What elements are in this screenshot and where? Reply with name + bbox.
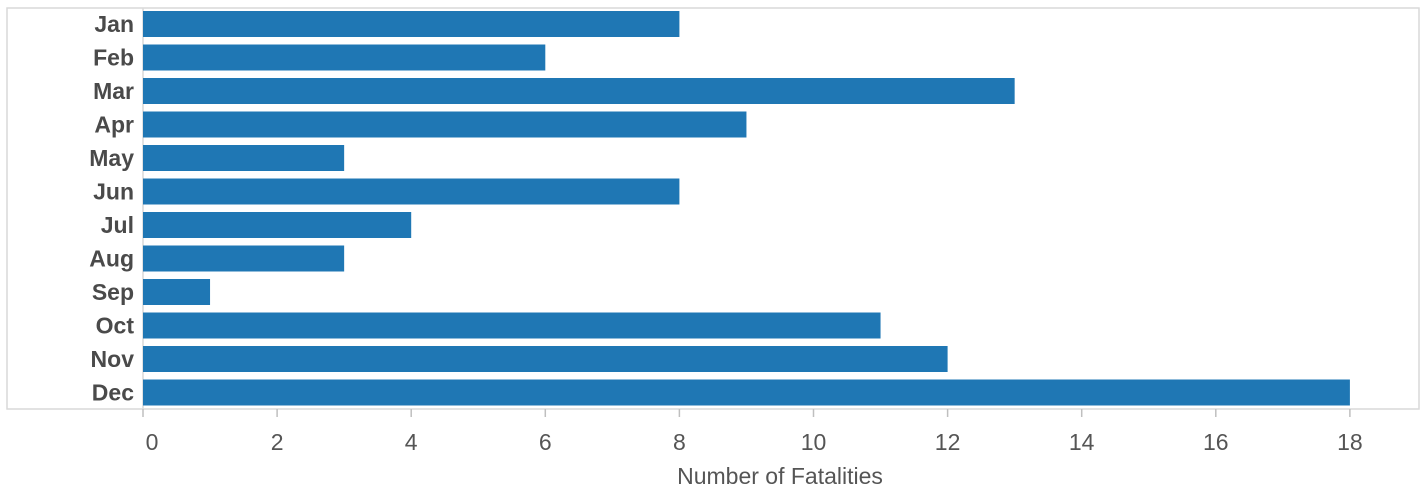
category-label-nov: Nov	[91, 346, 135, 372]
bar-nov	[143, 346, 948, 372]
bar-mar	[143, 78, 1015, 104]
bar-jul	[143, 212, 412, 238]
category-labels: Jan Feb Mar Apr May Jun Jul Aug Sep Oct Nov Dec	[89, 11, 134, 406]
x-tick-label-14: 14	[1069, 429, 1095, 455]
category-label-may: May	[89, 145, 134, 171]
x-tick-label-12: 12	[935, 429, 961, 455]
category-label-aug: Aug	[89, 246, 134, 272]
x-tick-label-10: 10	[801, 429, 827, 455]
plot-frame	[6, 7, 1420, 410]
bar-aug	[143, 245, 345, 272]
bar-dec	[143, 379, 1350, 406]
x-axis-ticks: 0 2 4 6 8 10 12 14 16 18	[142, 409, 1363, 455]
category-label-oct: Oct	[96, 313, 135, 339]
x-tick-label-16: 16	[1203, 429, 1229, 455]
category-label-jan: Jan	[94, 11, 134, 37]
x-tick-label-0: 0	[146, 429, 159, 455]
bar-jun	[143, 178, 680, 205]
x-axis-title: Number of Fatalities	[677, 463, 883, 486]
x-tick-label-8: 8	[673, 429, 686, 455]
bar-apr	[143, 111, 747, 138]
x-tick-label-4: 4	[405, 429, 418, 455]
category-label-jul: Jul	[101, 212, 134, 238]
bar-jan	[143, 11, 680, 37]
category-label-sep: Sep	[92, 279, 134, 305]
bar-sep	[143, 279, 211, 305]
x-tick-label-18: 18	[1337, 429, 1363, 455]
category-label-mar: Mar	[93, 78, 134, 104]
bar-oct	[143, 312, 881, 339]
bars-layer	[143, 11, 1350, 406]
x-tick-label-6: 6	[539, 429, 552, 455]
category-label-jun: Jun	[93, 179, 134, 205]
category-label-feb: Feb	[93, 45, 134, 71]
category-label-dec: Dec	[92, 380, 134, 406]
bar-feb	[143, 44, 546, 71]
bar-may	[143, 145, 345, 171]
category-label-apr: Apr	[94, 112, 134, 138]
x-tick-label-2: 2	[271, 429, 284, 455]
